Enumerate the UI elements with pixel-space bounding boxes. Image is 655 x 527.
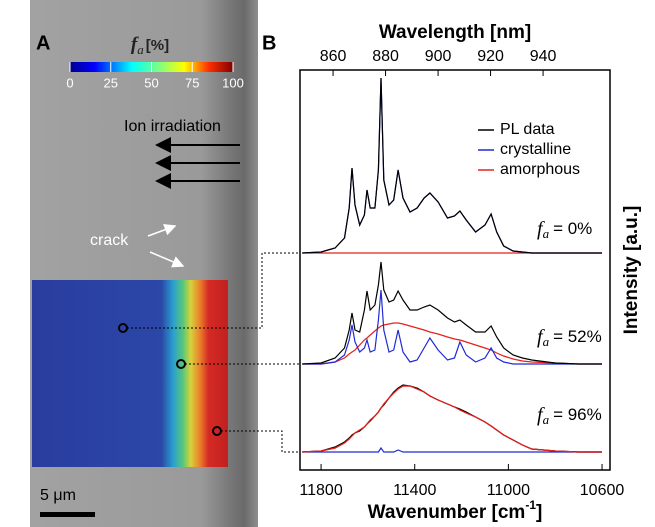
text-part: a bbox=[543, 226, 550, 241]
text-part: = 96% bbox=[553, 405, 602, 424]
panel-label: A bbox=[36, 32, 50, 54]
annotation: fa = 52% bbox=[537, 326, 602, 349]
colorbar-tick-label: 25 bbox=[104, 75, 118, 90]
text-part: f bbox=[131, 34, 139, 55]
series-line bbox=[302, 261, 602, 365]
colorbar-tick-label: 0 bbox=[66, 75, 73, 90]
text-part: f bbox=[537, 404, 545, 426]
series-line bbox=[302, 289, 602, 365]
series-line bbox=[302, 446, 602, 453]
text-part: a bbox=[137, 42, 144, 57]
text-part: a bbox=[543, 334, 550, 349]
series-line bbox=[302, 77, 602, 254]
scale-label: 5 μm bbox=[40, 487, 76, 504]
x2-tick-label: 880 bbox=[372, 48, 399, 65]
text-part: f bbox=[537, 326, 545, 348]
text-part: = 0% bbox=[553, 219, 592, 238]
legend-label: amorphous bbox=[500, 161, 580, 178]
plot-frame bbox=[299, 69, 611, 471]
legend-label: crystalline bbox=[500, 141, 571, 158]
text-part: -1 bbox=[525, 498, 536, 512]
y-axis-title: Intensity [a.u.] bbox=[621, 206, 642, 335]
text-part: = 52% bbox=[553, 327, 602, 346]
annotation: fa = 0% bbox=[537, 218, 592, 241]
x-tick-label: 10600 bbox=[580, 482, 625, 499]
x-axis-title: Wavenumber [cm-1] bbox=[368, 498, 543, 523]
text-part: [%] bbox=[146, 37, 169, 54]
x-tick-label: 11800 bbox=[299, 482, 342, 499]
panel-label: B bbox=[262, 32, 276, 54]
colorbar-tick-label: 50 bbox=[144, 75, 158, 90]
x2-tick-label: 860 bbox=[320, 48, 347, 65]
colorbar-tick-label: 100 bbox=[222, 75, 244, 90]
text-part: Wavenumber [cm bbox=[368, 502, 526, 523]
scale-bar bbox=[40, 512, 95, 517]
annotation: fa = 96% bbox=[537, 404, 602, 427]
series-line bbox=[302, 385, 602, 453]
text-part: f bbox=[537, 218, 545, 240]
colorbar-title: fa [%] bbox=[131, 34, 169, 57]
x2-tick-label: 920 bbox=[477, 48, 504, 65]
x2-tick-label: 900 bbox=[425, 48, 452, 65]
text-part: a bbox=[543, 412, 550, 427]
arrow bbox=[149, 251, 185, 268]
irradiation-label: Ion irradiation bbox=[124, 118, 221, 135]
arrow bbox=[147, 224, 177, 237]
x2-axis-title: Wavelength [nm] bbox=[379, 22, 531, 43]
legend-label: PL data bbox=[500, 121, 555, 138]
fraction-map bbox=[32, 280, 228, 467]
x-tick-label: 11000 bbox=[487, 482, 530, 499]
x2-tick-label: 940 bbox=[530, 48, 557, 65]
connector bbox=[127, 252, 300, 329]
crack-label: crack bbox=[90, 232, 129, 249]
text-part: ] bbox=[536, 502, 542, 523]
series-line bbox=[302, 322, 602, 365]
colorbar-tick-label: 75 bbox=[185, 75, 199, 90]
x-tick-label: 11400 bbox=[393, 482, 436, 499]
